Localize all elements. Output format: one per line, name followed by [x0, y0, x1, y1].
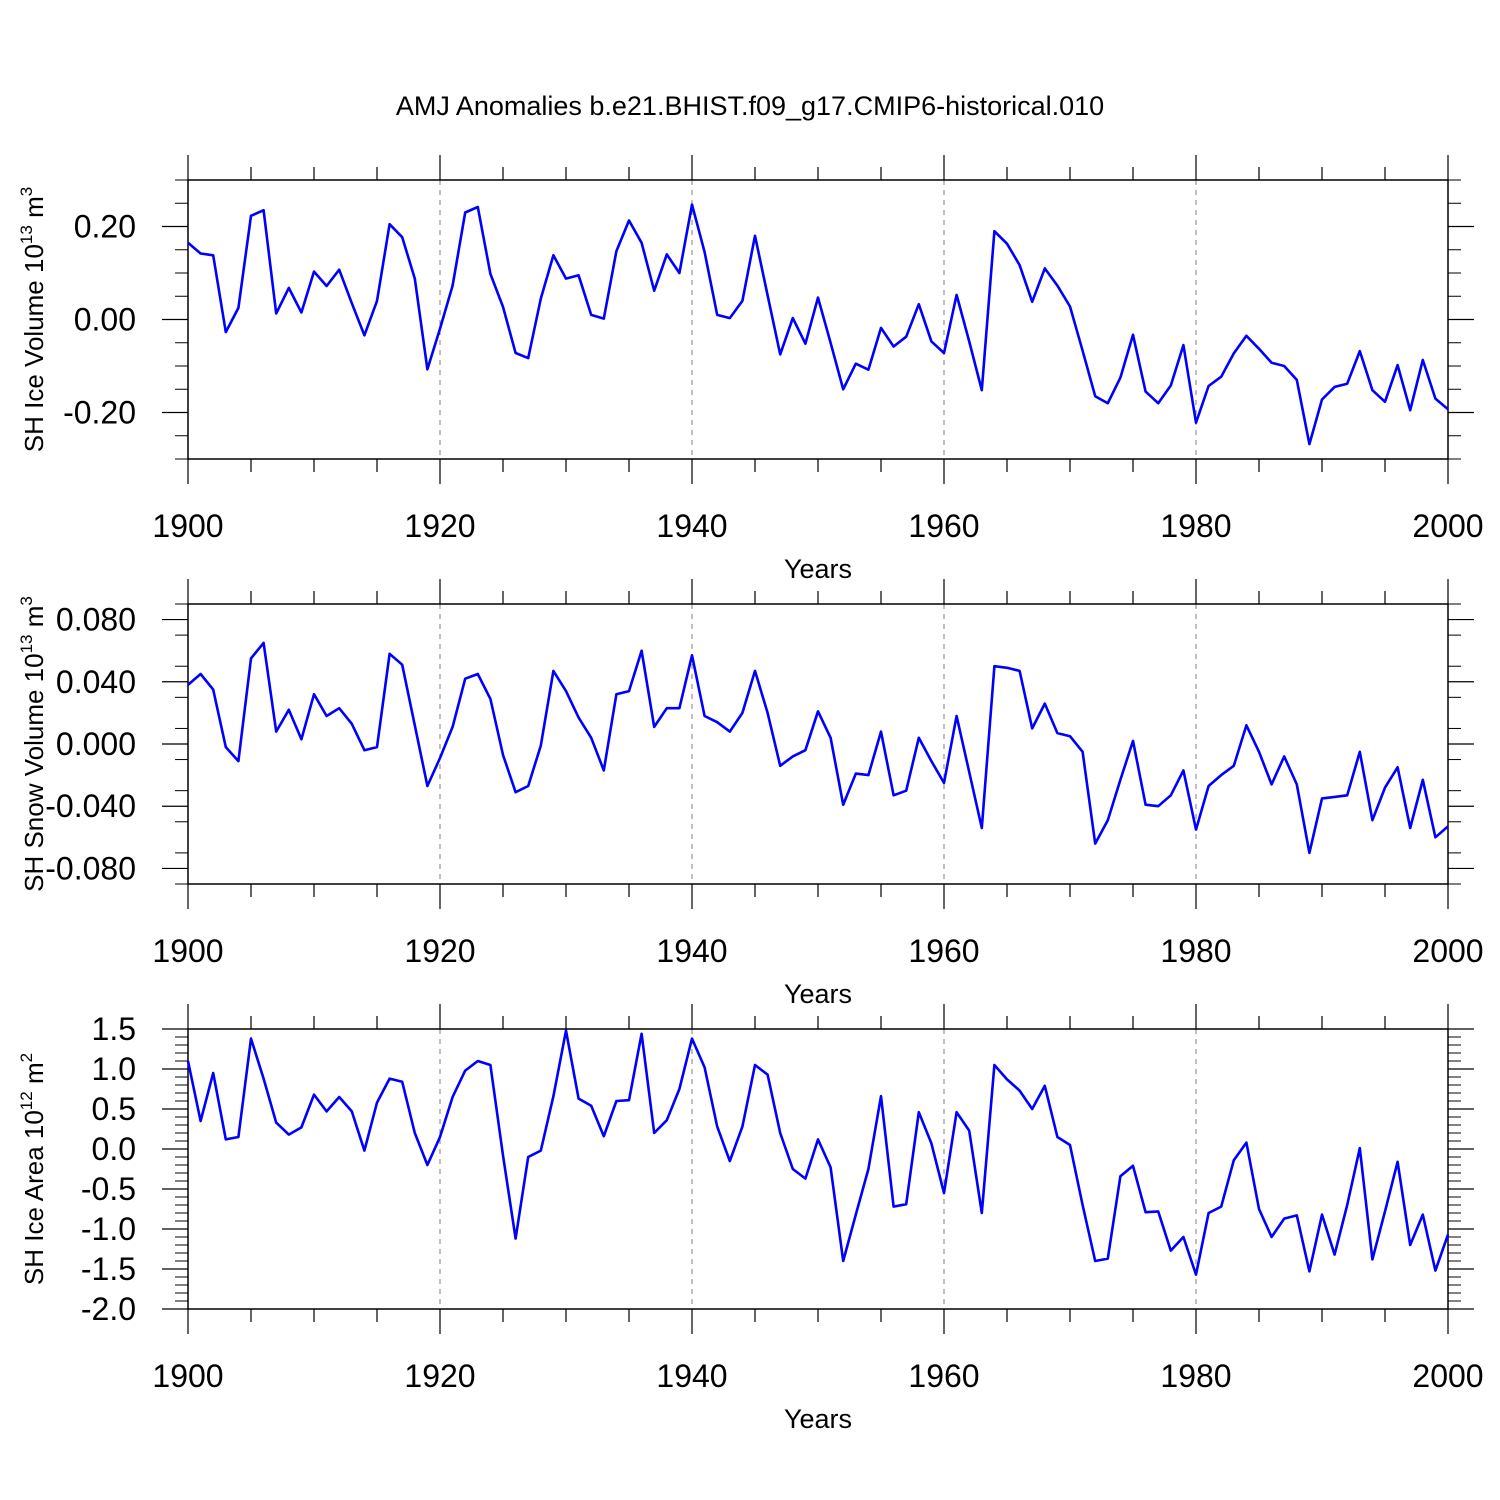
panels-container: 1900 1920 1940 1960 1980 2000 Years -0.20 0.00 0.… — [17, 155, 1484, 1434]
y-tick-label: -2.0 — [81, 1291, 136, 1327]
x-tick-label: 2000 — [1412, 508, 1483, 544]
y-tick-label: 0.5 — [92, 1091, 136, 1127]
x-tick-label: 1960 — [908, 508, 979, 544]
y-tick-label: 0.0 — [92, 1131, 136, 1167]
y-tick-label: -1.0 — [81, 1211, 136, 1247]
x-tick-label: 1900 — [152, 933, 223, 969]
y-tick-label: 1.0 — [92, 1051, 136, 1087]
y-axis-title-exp: 13 — [17, 634, 36, 653]
y-tick-label: 0.080 — [56, 602, 136, 638]
x-tick-label: 1960 — [908, 1358, 979, 1394]
x-axis-title: Years — [784, 1404, 852, 1434]
series-line-sh-snow-volume — [187, 641, 1449, 855]
y-axis-title: SH Ice Volume 1013 m3 — [17, 187, 49, 452]
chart-title: AMJ Anomalies b.e21.BHIST.f09_g17.CMIP6-… — [396, 91, 1104, 121]
y-tick-label: -1.5 — [81, 1251, 136, 1287]
x-tick-label: 1920 — [404, 508, 475, 544]
y-axis-title-base: SH Ice Area 10 — [19, 1110, 49, 1285]
y-axis-title-unit-exp: 3 — [17, 187, 36, 196]
y-tick-label: 1.5 — [92, 1011, 136, 1047]
series-line-sh-ice-area — [186, 1029, 1450, 1276]
x-tick-label: 1940 — [656, 1358, 727, 1394]
y-axis-title-base: SH Ice Volume 10 — [19, 244, 49, 452]
x-axis-title: Years — [784, 979, 852, 1009]
y-tick-label: -0.080 — [45, 850, 136, 886]
y-axis-title: SH Snow Volume 1013 m3 — [17, 596, 49, 892]
x-tick-label: 1940 — [656, 508, 727, 544]
x-tick-label: 1920 — [404, 933, 475, 969]
plot-frame — [187, 1028, 1449, 1310]
x-tick-label: 1960 — [908, 933, 979, 969]
x-tick-label: 1980 — [1160, 933, 1231, 969]
x-tick-label: 2000 — [1412, 933, 1483, 969]
x-tick-label: 1980 — [1160, 508, 1231, 544]
y-axis-title: SH Ice Area 1012 m2 — [17, 1053, 49, 1285]
y-axis-title-unit: m — [19, 1062, 49, 1091]
x-tick-label: 1900 — [152, 508, 223, 544]
x-tick-label: 1980 — [1160, 1358, 1231, 1394]
chart-panel-2: 1900 1920 1940 1960 1980 2000 Years -0.080 -0.04… — [17, 579, 1484, 1009]
plot-frame — [187, 179, 1449, 460]
y-axis-title-exp: 13 — [17, 225, 36, 244]
x-tick-label: 1920 — [404, 1358, 475, 1394]
y-axis-title-unit: m — [19, 606, 49, 635]
y-tick-label: -0.040 — [45, 788, 136, 824]
y-tick-label: -0.5 — [81, 1171, 136, 1207]
y-tick-label: 0.20 — [74, 209, 136, 245]
y-tick-label: 0.000 — [56, 726, 136, 762]
x-tick-label: 1940 — [656, 933, 727, 969]
x-tick-label: 2000 — [1412, 1358, 1483, 1394]
y-tick-label: 0.00 — [74, 302, 136, 338]
y-axis-title-unit: m — [19, 196, 49, 225]
x-axis-title: Years — [784, 554, 852, 584]
y-axis-title-unit-exp: 2 — [17, 1053, 36, 1062]
y-tick-label: -0.20 — [63, 395, 136, 431]
series-line-sh-ice-volume — [187, 203, 1449, 446]
chart-panel-3: 1900 1920 1940 1960 1980 2000 Years -2.0 -1.5 -1.… — [17, 1004, 1484, 1434]
x-tick-label: 1900 — [152, 1358, 223, 1394]
y-axis-title-unit-exp: 3 — [17, 596, 36, 605]
y-tick-label: 0.040 — [56, 664, 136, 700]
y-axis-title-exp: 12 — [17, 1091, 36, 1110]
chart-panel-1: 1900 1920 1940 1960 1980 2000 Years -0.20 0.00 0.… — [17, 155, 1484, 584]
y-axis-title-base: SH Snow Volume 10 — [19, 653, 49, 891]
